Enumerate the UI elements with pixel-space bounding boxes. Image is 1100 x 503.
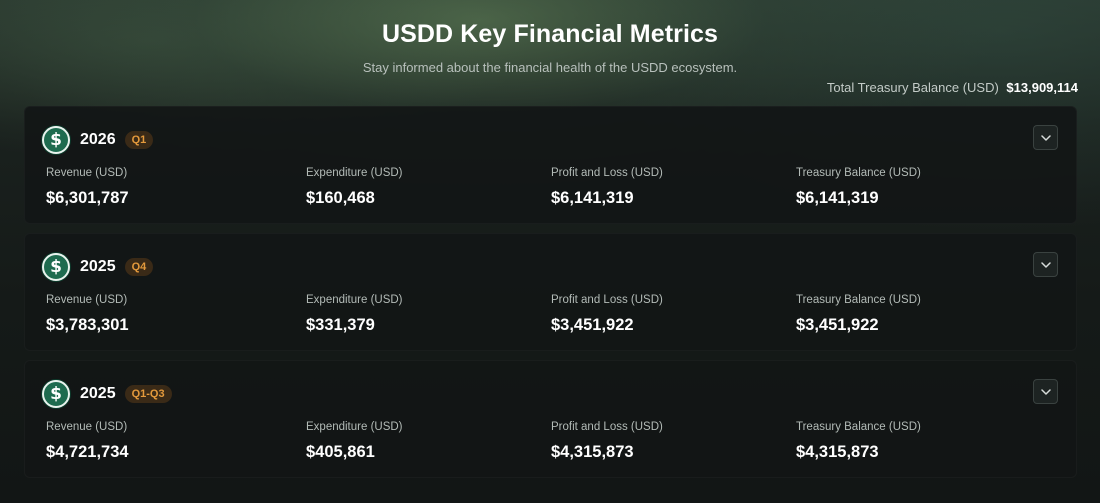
treasury-metric: Treasury Balance (USD) $3,451,922 (796, 294, 921, 335)
revenue-value: $6,301,787 (46, 189, 129, 207)
revenue-label: Revenue (USD) (46, 294, 128, 306)
total-treasury-value: $13,909,114 (1006, 80, 1078, 95)
revenue-metric: Revenue (USD) $6,301,787 (46, 167, 129, 208)
pnl-label: Profit and Loss (USD) (551, 294, 663, 306)
pnl-metric: Profit and Loss (USD) $6,141,319 (551, 167, 663, 208)
expenditure-value: $160,468 (306, 189, 375, 207)
expand-toggle-button[interactable] (1033, 125, 1058, 150)
treasury-label: Treasury Balance (USD) (796, 294, 921, 306)
total-treasury-label: Total Treasury Balance (USD) (826, 80, 999, 95)
pnl-value: $4,315,873 (551, 443, 634, 461)
revenue-label: Revenue (USD) (46, 421, 128, 433)
period-year: 2025 (80, 258, 116, 275)
expenditure-metric: Expenditure (USD) $160,468 (306, 167, 403, 208)
chevron-down-icon (1040, 134, 1051, 141)
quarter-badge: Q1-Q3 (124, 385, 172, 403)
chevron-down-icon (1040, 261, 1051, 268)
quarter-badge: Q1 (124, 131, 154, 149)
period-card-2025-q1-q3: $ 2025 Q1-Q3 Revenue (USD) $4,721,734 Ex… (24, 360, 1077, 478)
pnl-metric: Profit and Loss (USD) $3,451,922 (551, 294, 663, 335)
quarter-badge: Q4 (124, 258, 154, 276)
pnl-label: Profit and Loss (USD) (551, 421, 663, 433)
expenditure-metric: Expenditure (USD) $331,379 (306, 294, 403, 335)
usdd-coin-icon: $ (42, 126, 70, 154)
page-title: USDD Key Financial Metrics (381, 20, 719, 48)
usdd-coin-icon: $ (42, 380, 70, 408)
usdd-coin-icon: $ (42, 253, 70, 281)
revenue-label: Revenue (USD) (46, 167, 128, 179)
total-treasury-balance: Total Treasury Balance (USD) $13,909,114 (827, 80, 1078, 95)
revenue-value: $3,783,301 (46, 316, 129, 334)
expenditure-value: $405,861 (306, 443, 375, 461)
expand-toggle-button[interactable] (1033, 379, 1058, 404)
pnl-value: $3,451,922 (551, 316, 634, 334)
period-card-2025-q4: $ 2025 Q4 Revenue (USD) $3,783,301 Expen… (24, 233, 1077, 351)
expenditure-label: Expenditure (USD) (306, 294, 403, 306)
revenue-metric: Revenue (USD) $4,721,734 (46, 421, 129, 462)
period-card-header: $ 2025 Q1-Q3 (42, 379, 172, 409)
expenditure-value: $331,379 (306, 316, 375, 334)
period-year: 2025 (80, 385, 116, 402)
expand-toggle-button[interactable] (1033, 252, 1058, 277)
revenue-metric: Revenue (USD) $3,783,301 (46, 294, 129, 335)
period-year: 2026 (80, 131, 116, 148)
treasury-label: Treasury Balance (USD) (796, 167, 921, 179)
treasury-metric: Treasury Balance (USD) $4,315,873 (796, 421, 921, 462)
treasury-value: $4,315,873 (796, 443, 879, 461)
page-subtitle: Stay informed about the financial health… (362, 60, 738, 75)
treasury-metric: Treasury Balance (USD) $6,141,319 (796, 167, 921, 208)
expenditure-metric: Expenditure (USD) $405,861 (306, 421, 403, 462)
treasury-value: $6,141,319 (796, 189, 879, 207)
revenue-value: $4,721,734 (46, 443, 129, 461)
treasury-label: Treasury Balance (USD) (796, 421, 921, 433)
pnl-metric: Profit and Loss (USD) $4,315,873 (551, 421, 663, 462)
pnl-label: Profit and Loss (USD) (551, 167, 663, 179)
pnl-value: $6,141,319 (551, 189, 634, 207)
period-card-header: $ 2025 Q4 (42, 252, 154, 282)
period-card-header: $ 2026 Q1 (42, 125, 154, 155)
expenditure-label: Expenditure (USD) (306, 421, 403, 433)
period-card-2026-q1: $ 2026 Q1 Revenue (USD) $6,301,787 Expen… (24, 106, 1077, 224)
treasury-value: $3,451,922 (796, 316, 879, 334)
chevron-down-icon (1040, 388, 1051, 395)
expenditure-label: Expenditure (USD) (306, 167, 403, 179)
